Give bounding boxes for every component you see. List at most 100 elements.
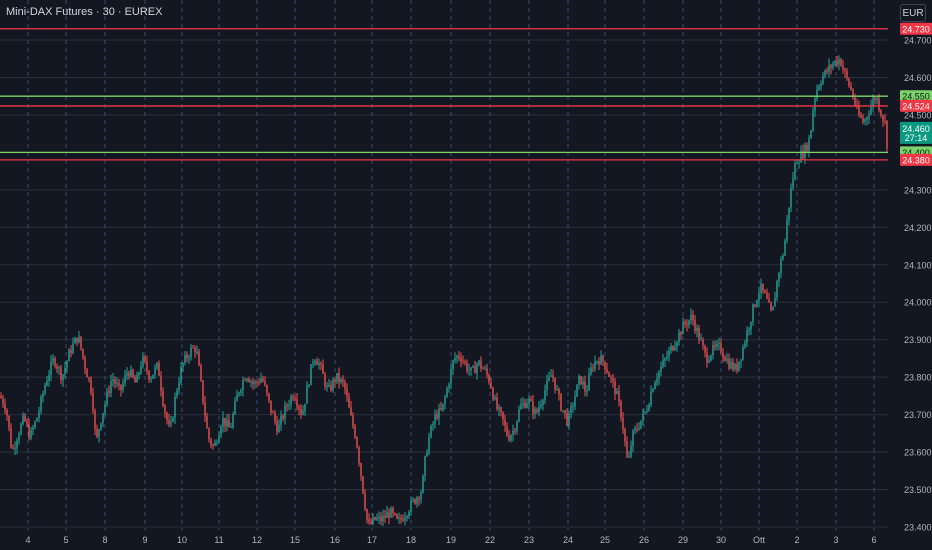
candle-body bbox=[502, 411, 504, 420]
candle-body bbox=[514, 430, 516, 432]
candle-body bbox=[314, 360, 316, 363]
candle-body bbox=[778, 272, 780, 281]
x-tick-label: 15 bbox=[290, 535, 300, 545]
candle-body bbox=[594, 361, 596, 369]
candle-body bbox=[518, 409, 520, 422]
candle-body bbox=[554, 377, 556, 390]
candle-body bbox=[538, 407, 540, 413]
candle-body bbox=[306, 385, 308, 404]
candle-body bbox=[118, 383, 120, 385]
x-tick-label: 18 bbox=[406, 535, 416, 545]
candle-body bbox=[784, 240, 786, 256]
candle-body bbox=[802, 150, 804, 158]
candle-body bbox=[422, 475, 424, 493]
candle-body bbox=[72, 343, 74, 353]
candle-body bbox=[220, 426, 222, 436]
candle-body bbox=[646, 410, 648, 412]
candle-body bbox=[64, 367, 66, 375]
candle-body bbox=[288, 405, 290, 407]
candle-body bbox=[520, 404, 522, 410]
candle-body bbox=[552, 375, 554, 378]
candle-body bbox=[458, 355, 460, 358]
candle-body bbox=[290, 396, 292, 406]
candle-body bbox=[806, 145, 808, 152]
level-badge-label: 24.550 bbox=[902, 92, 930, 102]
candle-body bbox=[340, 378, 342, 383]
candle-body bbox=[808, 138, 810, 152]
candle-body bbox=[578, 375, 580, 385]
candle-body bbox=[846, 71, 848, 79]
candle-body bbox=[640, 420, 642, 429]
candle-body bbox=[836, 60, 838, 65]
candle-body bbox=[608, 372, 610, 377]
candle-body bbox=[434, 414, 436, 424]
candle-body bbox=[86, 368, 88, 378]
candle-body bbox=[334, 379, 336, 382]
candle-body bbox=[106, 391, 108, 405]
candle-body bbox=[636, 428, 638, 430]
candle-body bbox=[444, 396, 446, 404]
candle-body bbox=[370, 522, 372, 524]
candle-body bbox=[618, 391, 620, 402]
candle-body bbox=[764, 290, 766, 294]
candle-body bbox=[678, 332, 680, 343]
candle-body bbox=[692, 315, 694, 321]
candle-body bbox=[46, 381, 48, 386]
candle-body bbox=[316, 360, 318, 365]
candle-body bbox=[798, 162, 800, 164]
candle-body bbox=[164, 405, 166, 414]
candle-body bbox=[484, 368, 486, 370]
candle-body bbox=[596, 361, 598, 363]
candle-body bbox=[874, 99, 876, 101]
candle-body bbox=[662, 360, 664, 367]
x-tick-label: 23 bbox=[524, 535, 534, 545]
candle-body bbox=[652, 389, 654, 392]
candle-body bbox=[268, 393, 270, 401]
currency-button[interactable]: EUR bbox=[900, 4, 926, 22]
candle-body bbox=[512, 430, 514, 436]
candle-body bbox=[738, 361, 740, 371]
candle-body bbox=[398, 517, 400, 519]
candle-body bbox=[238, 392, 240, 395]
candle-body bbox=[366, 509, 368, 520]
candle-body bbox=[826, 70, 828, 72]
x-tick-label: 4 bbox=[25, 535, 30, 545]
candle-body bbox=[110, 380, 112, 393]
candle-body bbox=[436, 414, 438, 419]
candle-body bbox=[350, 407, 352, 416]
candle-body bbox=[868, 114, 870, 118]
candle-body bbox=[0, 395, 2, 398]
candle-body bbox=[708, 359, 710, 363]
candle-body bbox=[194, 347, 196, 352]
candle-body bbox=[530, 398, 532, 401]
candle-body bbox=[774, 297, 776, 307]
candle-body bbox=[870, 106, 872, 115]
candle-body bbox=[150, 378, 152, 380]
candle-body bbox=[70, 349, 72, 353]
candle-body bbox=[188, 357, 190, 359]
candle-body bbox=[576, 384, 578, 397]
candle-body bbox=[686, 324, 688, 326]
candle-body bbox=[424, 456, 426, 476]
x-tick-label: 3 bbox=[833, 535, 838, 545]
candle-body bbox=[102, 413, 104, 424]
candle-body bbox=[706, 352, 708, 363]
candle-body bbox=[96, 428, 98, 437]
candle-body bbox=[650, 391, 652, 406]
candle-body bbox=[312, 362, 314, 365]
candle-body bbox=[394, 513, 396, 515]
candle-body bbox=[610, 376, 612, 378]
candle-body bbox=[292, 396, 294, 399]
candle-body bbox=[490, 382, 492, 389]
candle-body bbox=[48, 375, 50, 382]
candle-body bbox=[44, 385, 46, 394]
candle-body bbox=[138, 372, 140, 376]
level-badge bbox=[900, 99, 932, 112]
candle-body bbox=[664, 358, 666, 361]
candle-body bbox=[388, 512, 390, 518]
candle-body bbox=[616, 391, 618, 395]
candle-body bbox=[112, 379, 114, 381]
candle-body bbox=[572, 406, 574, 408]
candle-body bbox=[590, 367, 592, 375]
